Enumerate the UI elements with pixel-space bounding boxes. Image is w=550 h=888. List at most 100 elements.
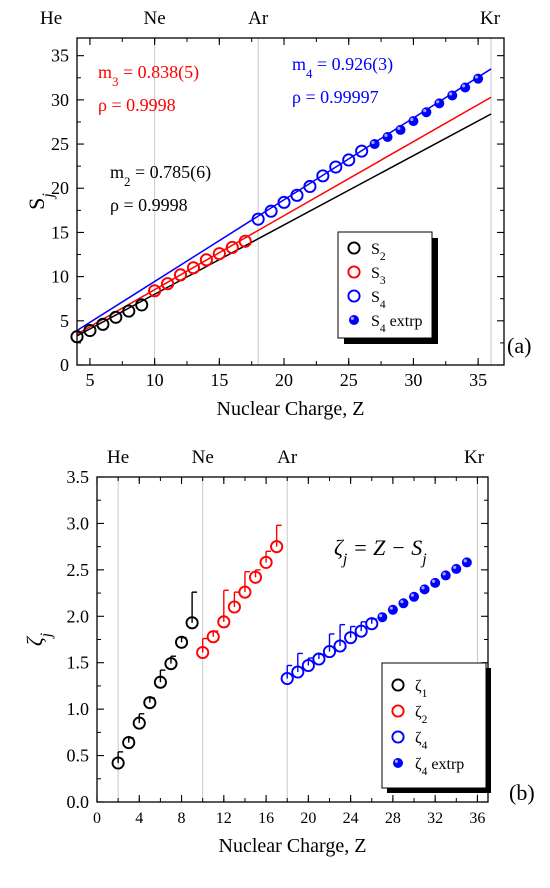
fit-line-1: [77, 96, 492, 335]
element-label-ar: Ar: [277, 447, 298, 468]
x-tick-label: 16: [258, 810, 274, 827]
data-point: [174, 635, 189, 649]
x-tick-label: 36: [469, 810, 485, 827]
legend-label: ζ1: [415, 678, 428, 700]
y-tick-label: 0.5: [67, 746, 90, 766]
data-point: [212, 247, 226, 261]
data-point: [227, 600, 241, 614]
x-axis-label: Nuclear Charge, Z: [217, 398, 365, 420]
data-point-highlight: [397, 126, 401, 130]
data-point: [83, 323, 97, 338]
x-tick-label: 30: [404, 370, 422, 390]
slope-annotation: m2 = 0.785(6): [110, 162, 211, 189]
data-point: [440, 570, 451, 581]
element-label-kr: Kr: [480, 8, 501, 29]
x-tick-label: 4: [135, 810, 143, 827]
data-point: [185, 616, 199, 630]
data-point-highlight: [449, 92, 453, 96]
legend-marker: [347, 289, 361, 303]
data-point: [451, 563, 462, 574]
data-point: [248, 570, 263, 584]
data-point: [153, 675, 167, 689]
y-tick-label: 5: [60, 311, 69, 331]
data-point: [312, 652, 326, 666]
y-tick-label: 1.0: [67, 699, 90, 719]
data-point: [186, 261, 201, 275]
data-point: [365, 617, 379, 631]
data-point: [303, 179, 317, 194]
data-point: [382, 131, 393, 142]
y-tick-label: 0.0: [67, 792, 90, 812]
data-point: [148, 284, 162, 298]
data-point: [329, 160, 343, 174]
data-point: [251, 212, 265, 226]
data-point-highlight: [431, 579, 436, 583]
legend-marker-highlight: [394, 759, 398, 764]
data-point-highlight: [463, 559, 467, 563]
legend-marker: [393, 758, 403, 768]
slope-annotation: m4 = 0.926(3): [292, 54, 393, 81]
legend-marker: [391, 730, 405, 744]
x-tick-label: 24: [343, 810, 359, 827]
data-point: [398, 598, 409, 609]
data-point: [408, 116, 419, 127]
correlation-annotation: ρ = 0.99997: [292, 87, 379, 107]
data-point: [291, 665, 305, 679]
data-point: [301, 658, 315, 673]
data-point: [434, 98, 445, 109]
data-point-highlight: [379, 614, 383, 618]
x-tick-label: 35: [469, 370, 487, 390]
chart-panel-b: He Ne Ar Kr 0 4 8 12 16 20 24 28 32 36 0.0 0.5 1.0 1.5 2.0…: [22, 447, 535, 857]
data-point: [377, 612, 388, 623]
data-point: [206, 630, 220, 644]
data-point: [290, 188, 304, 202]
data-point: [270, 540, 284, 554]
data-point: [259, 555, 273, 569]
element-label-ne: Ne: [192, 447, 214, 468]
x-tick-label: 10: [146, 370, 164, 390]
slope-annotation: m3 = 0.838(5): [98, 62, 199, 89]
data-point: [143, 696, 157, 710]
data-point-highlight: [410, 117, 414, 122]
data-point: [238, 585, 252, 599]
data-point-highlight: [410, 593, 415, 597]
data-point: [473, 73, 484, 84]
data-point: [460, 82, 471, 93]
data-point: [96, 317, 110, 331]
legend-label: S3: [371, 265, 386, 287]
legend-marker-highlight: [350, 316, 354, 320]
data-point-highlight: [371, 140, 375, 145]
data-point-highlight: [461, 84, 466, 88]
data-point: [369, 139, 380, 150]
x-tick-label: 8: [178, 810, 186, 827]
data-point: [277, 195, 291, 209]
legend-marker: [347, 241, 361, 255]
x-tick-label: 28: [385, 810, 401, 827]
data-point: [316, 169, 330, 183]
data-point-highlight: [436, 100, 440, 104]
plot-frame: [76, 37, 505, 366]
y-tick-label: 2.5: [67, 560, 90, 580]
y-tick-label: 1.5: [67, 653, 90, 673]
data-point-highlight: [400, 600, 404, 604]
y-tick-label: 2.0: [67, 606, 90, 626]
element-label-he: He: [107, 447, 129, 468]
data-point: [122, 304, 136, 318]
data-point-highlight: [474, 75, 479, 79]
y-axis-label: Sj: [24, 193, 57, 210]
data-point: [225, 240, 239, 255]
legend-label: S2: [371, 241, 386, 263]
data-point-highlight: [384, 133, 388, 137]
x-tick-label: 15: [210, 370, 228, 390]
x-tick-label: 5: [85, 370, 94, 390]
data-point: [173, 268, 188, 282]
data-point-highlight: [453, 565, 457, 569]
data-point: [409, 591, 420, 602]
correlation-annotation: ρ = 0.9998: [98, 95, 176, 115]
legend-marker: [349, 315, 359, 325]
y-axis-label: ζj: [22, 632, 55, 646]
element-label-ne: Ne: [144, 8, 166, 29]
data-point: [122, 736, 136, 750]
chart-panel-a: He Ne Ar Kr5 10 15 20 25 30 3505101520253035Nucle…: [24, 8, 531, 420]
data-point: [342, 153, 356, 167]
